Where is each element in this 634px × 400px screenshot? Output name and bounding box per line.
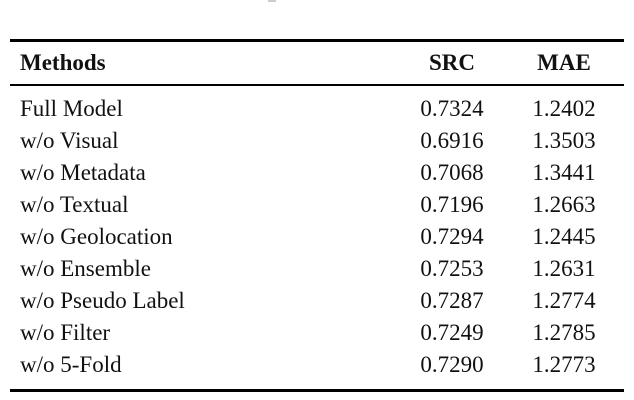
table-row: Full Model 0.7324 1.2402 (10, 85, 624, 125)
method-cell: w/o Visual (20, 128, 119, 153)
mae-cell: 1.3503 (532, 128, 596, 153)
table-row: w/o Metadata 0.7068 1.3441 (10, 157, 624, 189)
src-cell: 0.7290 (420, 352, 484, 377)
table-header: Methods SRC MAE (10, 41, 624, 85)
ablation-results-table: Methods SRC MAE Full Model 0.7324 1.2402… (10, 39, 624, 392)
table-row: w/o 5-Fold 0.7290 1.2773 (10, 349, 624, 391)
method-cell: w/o Pseudo Label (20, 288, 185, 313)
method-cell: w/o Geolocation (20, 224, 173, 249)
method-cell: w/o 5-Fold (20, 352, 122, 377)
table-row: w/o Pseudo Label 0.7287 1.2774 (10, 285, 624, 317)
table-row: w/o Ensemble 0.7253 1.2631 (10, 253, 624, 285)
header-row: Methods SRC MAE (10, 41, 624, 85)
src-cell: 0.6916 (420, 128, 484, 153)
mae-cell: 1.2445 (532, 224, 596, 249)
method-cell: w/o Ensemble (20, 256, 151, 281)
src-cell: 0.7324 (420, 96, 484, 121)
table-body: Full Model 0.7324 1.2402 w/o Visual 0.69… (10, 85, 624, 391)
table-row: w/o Geolocation 0.7294 1.2445 (10, 221, 624, 253)
src-cell: 0.7253 (420, 256, 484, 281)
mae-cell: 1.2774 (532, 288, 596, 313)
src-cell: 0.7196 (420, 192, 484, 217)
src-cell: 0.7068 (420, 160, 484, 185)
method-cell: Full Model (20, 96, 123, 121)
method-cell: w/o Metadata (20, 160, 146, 185)
cropped-caption-artifact (268, 0, 276, 2)
column-header-src: SRC (428, 50, 475, 75)
mae-cell: 1.2773 (532, 352, 596, 377)
mae-cell: 1.3441 (532, 160, 596, 185)
method-cell: w/o Filter (20, 320, 111, 345)
src-cell: 0.7287 (420, 288, 484, 313)
mae-cell: 1.2631 (532, 256, 596, 281)
table-row: w/o Visual 0.6916 1.3503 (10, 125, 624, 157)
column-header-methods: Methods (20, 50, 106, 75)
table-row: w/o Filter 0.7249 1.2785 (10, 317, 624, 349)
column-header-mae: MAE (537, 50, 591, 75)
table-row: w/o Textual 0.7196 1.2663 (10, 189, 624, 221)
mae-cell: 1.2663 (532, 192, 596, 217)
method-cell: w/o Textual (20, 192, 129, 217)
mae-cell: 1.2785 (532, 320, 596, 345)
src-cell: 0.7294 (420, 224, 484, 249)
mae-cell: 1.2402 (532, 96, 596, 121)
src-cell: 0.7249 (420, 320, 484, 345)
